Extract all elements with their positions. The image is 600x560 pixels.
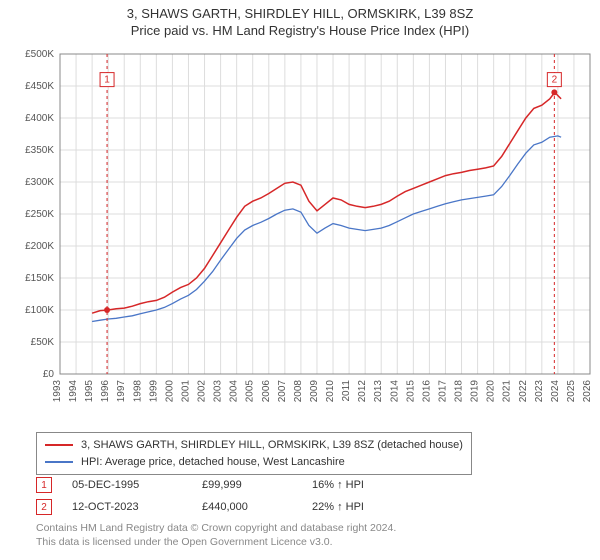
data-point-pct: 16% ↑ HPI — [312, 479, 372, 491]
svg-text:2007: 2007 — [277, 380, 288, 403]
svg-text:£350K: £350K — [25, 145, 54, 156]
svg-text:2016: 2016 — [421, 380, 432, 403]
data-point-marker-box: 2 — [36, 499, 52, 515]
svg-text:£400K: £400K — [25, 113, 54, 124]
footer-line2: This data is licensed under the Open Gov… — [36, 536, 396, 550]
data-point-marker-box: 1 — [36, 477, 52, 493]
legend-label-subject: 3, SHAWS GARTH, SHIRDLEY HILL, ORMSKIRK,… — [81, 437, 463, 454]
svg-text:£250K: £250K — [25, 209, 54, 220]
attribution-footer: Contains HM Land Registry data © Crown c… — [36, 522, 396, 549]
svg-text:2021: 2021 — [502, 380, 513, 403]
svg-text:1998: 1998 — [132, 380, 143, 403]
svg-text:£50K: £50K — [31, 337, 55, 348]
svg-text:2012: 2012 — [357, 380, 368, 403]
svg-text:2000: 2000 — [164, 380, 175, 403]
line-chart-svg: £0 £50K £100K £150K £200K £250K £300K £350K £400… — [0, 44, 600, 424]
data-point-price: £99,999 — [202, 479, 312, 491]
svg-text:2004: 2004 — [229, 380, 240, 403]
chart-container: { "title": { "line1": "3, SHAWS GARTH, S… — [0, 0, 600, 560]
data-point-row: 1 05-DEC-1995 £99,999 16% ↑ HPI — [36, 474, 372, 496]
svg-text:1997: 1997 — [116, 380, 127, 403]
svg-text:£300K: £300K — [25, 177, 54, 188]
svg-text:2023: 2023 — [534, 380, 545, 403]
svg-text:£450K: £450K — [25, 81, 54, 92]
svg-text:2020: 2020 — [486, 380, 497, 403]
data-point-list: 1 05-DEC-1995 £99,999 16% ↑ HPI 2 12-OCT… — [36, 474, 372, 518]
svg-text:2002: 2002 — [197, 380, 208, 403]
data-point-pct: 22% ↑ HPI — [312, 501, 372, 513]
svg-text:£150K: £150K — [25, 273, 54, 284]
svg-text:2014: 2014 — [389, 380, 400, 403]
legend-swatch-hpi — [45, 461, 73, 463]
svg-text:1993: 1993 — [52, 380, 63, 403]
svg-text:£100K: £100K — [25, 305, 54, 316]
arrow-up-icon: ↑ — [337, 501, 343, 513]
chart-area: £0 £50K £100K £150K £200K £250K £300K £350K £400… — [0, 44, 600, 424]
svg-text:2010: 2010 — [325, 380, 336, 403]
chart-title-line1: 3, SHAWS GARTH, SHIRDLEY HILL, ORMSKIRK,… — [0, 6, 600, 23]
legend-label-hpi: HPI: Average price, detached house, West… — [81, 454, 345, 471]
footer-line1: Contains HM Land Registry data © Crown c… — [36, 522, 396, 536]
data-point-row: 2 12-OCT-2023 £440,000 22% ↑ HPI — [36, 496, 372, 518]
legend-item-subject: 3, SHAWS GARTH, SHIRDLEY HILL, ORMSKIRK,… — [45, 437, 463, 454]
svg-text:2006: 2006 — [261, 380, 272, 403]
legend-swatch-subject — [45, 444, 73, 446]
svg-text:£0: £0 — [43, 369, 55, 380]
arrow-up-icon: ↑ — [337, 479, 343, 491]
svg-text:2001: 2001 — [180, 380, 191, 403]
svg-text:2011: 2011 — [341, 380, 352, 402]
svg-text:2022: 2022 — [518, 380, 529, 403]
svg-text:2013: 2013 — [373, 380, 384, 403]
svg-text:1994: 1994 — [68, 380, 79, 403]
svg-text:2008: 2008 — [293, 380, 304, 403]
svg-text:2017: 2017 — [437, 380, 448, 403]
svg-text:1999: 1999 — [148, 380, 159, 403]
svg-text:1996: 1996 — [100, 380, 111, 403]
svg-text:2019: 2019 — [470, 380, 481, 403]
svg-text:2009: 2009 — [309, 380, 320, 403]
svg-text:2025: 2025 — [566, 380, 577, 403]
svg-text:2015: 2015 — [405, 380, 416, 403]
svg-text:2003: 2003 — [213, 380, 224, 403]
legend-item-hpi: HPI: Average price, detached house, West… — [45, 454, 463, 471]
data-point-date: 12-OCT-2023 — [72, 501, 202, 513]
legend: 3, SHAWS GARTH, SHIRDLEY HILL, ORMSKIRK,… — [36, 432, 472, 475]
data-point-price: £440,000 — [202, 501, 312, 513]
svg-text:£500K: £500K — [25, 49, 54, 60]
data-point-date: 05-DEC-1995 — [72, 479, 202, 491]
svg-text:1: 1 — [104, 75, 110, 86]
chart-title-block: 3, SHAWS GARTH, SHIRDLEY HILL, ORMSKIRK,… — [0, 0, 600, 40]
chart-title-line2: Price paid vs. HM Land Registry's House … — [0, 23, 600, 40]
svg-text:2: 2 — [552, 75, 558, 86]
svg-text:1995: 1995 — [84, 380, 95, 403]
svg-text:2024: 2024 — [550, 380, 561, 403]
svg-text:2018: 2018 — [454, 380, 465, 403]
svg-text:£200K: £200K — [25, 241, 54, 252]
svg-text:2005: 2005 — [245, 380, 256, 403]
svg-text:2026: 2026 — [582, 380, 593, 403]
